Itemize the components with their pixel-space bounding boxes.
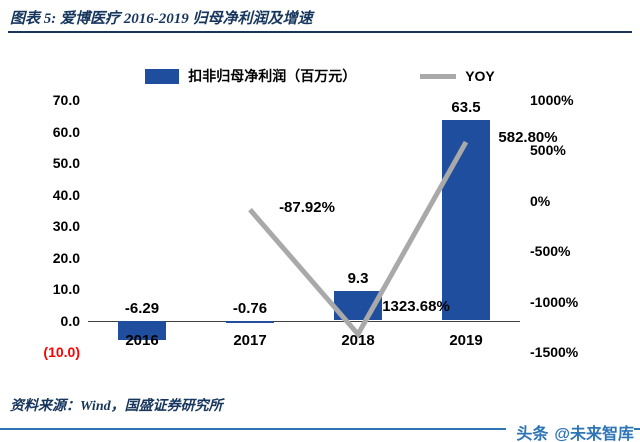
legend-item-line-series: YOY [420,68,495,84]
line-value-label: 582.80% [498,129,558,147]
source-note: 资料来源：Wind，国盛证券研究所 [10,399,223,414]
left-axis-tick: 50.0 [52,155,80,171]
legend-item-bar-series: 扣非归母净利润（百万元） [145,66,356,86]
watermark-site: @未来智库 [554,426,634,442]
bar-value-label: 9.3 [347,270,369,288]
left-axis-tick: 60.0 [52,123,80,140]
right-axis-tick: -1000% [530,293,579,310]
right-axis-tick: -500% [530,243,571,260]
bar-value-label: -0.76 [232,299,268,317]
left-axis-tick: 70.0 [52,92,80,108]
bottom-divider [0,428,640,430]
x-axis-label: 2018 [341,331,375,349]
right-axis-tick: -1500% [530,344,579,360]
chart-legend: 扣非归母净利润（百万元） YOY [0,66,640,86]
bar-2019 [442,120,490,321]
left-axis-tick: 20.0 [52,249,80,266]
right-axis-tick: 1000% [530,92,574,108]
figure-title: 图表 5: 爱博医疗 2016-2019 归母净利润及增速 [10,11,313,27]
x-axis-label: 2019 [449,331,483,349]
left-axis-tick: 0.0 [60,312,80,329]
right-axis-tick: 0% [530,192,551,209]
bar-value-label: -6.29 [124,299,160,317]
left-axis-tick: 30.0 [52,218,80,234]
bar-value-label: 63.5 [451,99,481,117]
left-axis-tick: 40.0 [52,186,80,203]
bar-2017 [226,320,274,323]
line-series-legend-label: YOY [465,68,495,84]
line-value-label: -87.92% [279,198,335,216]
bar-series-swatch-icon [145,68,180,84]
x-axis-label: 2016 [125,331,159,349]
left-axis-tick: 10.0 [52,281,80,297]
watermark: 头条 @未来智库 [506,420,634,442]
watermark-brand: 头条 [516,426,549,442]
bar-series-legend-label: 扣非归母净利润（百万元） [188,68,357,84]
bar-2016 [118,320,166,341]
line-series-swatch-icon [420,73,457,79]
bar-line-chart: 70.0 60.0 50.0 40.0 30.0 20.0 10.0 0.0 (10.0) 100… [0,92,640,394]
left-axis-tick: (10.0) [43,344,80,360]
line-value-label: 1323.68% [382,298,450,316]
x-axis-label: 2017 [233,331,267,349]
header-divider [8,31,632,33]
right-axis-tick: 500% [530,142,566,159]
